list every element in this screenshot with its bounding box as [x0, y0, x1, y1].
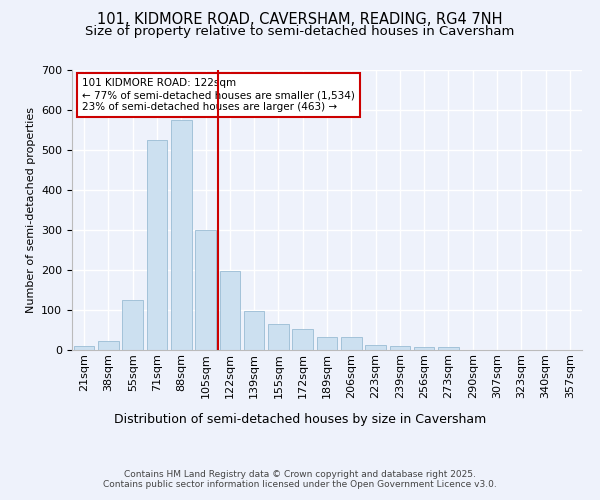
- Bar: [414, 347, 434, 350]
- Bar: [122, 300, 143, 350]
- Bar: [292, 329, 313, 350]
- Bar: [438, 347, 459, 350]
- Text: Contains HM Land Registry data © Crown copyright and database right 2025.
Contai: Contains HM Land Registry data © Crown c…: [103, 470, 497, 490]
- Bar: [389, 346, 410, 350]
- Text: 101, KIDMORE ROAD, CAVERSHAM, READING, RG4 7NH: 101, KIDMORE ROAD, CAVERSHAM, READING, R…: [97, 12, 503, 28]
- Y-axis label: Number of semi-detached properties: Number of semi-detached properties: [26, 107, 35, 313]
- Text: 101 KIDMORE ROAD: 122sqm
← 77% of semi-detached houses are smaller (1,534)
23% o: 101 KIDMORE ROAD: 122sqm ← 77% of semi-d…: [82, 78, 355, 112]
- Bar: [195, 230, 216, 350]
- Bar: [365, 345, 386, 350]
- Bar: [220, 271, 240, 350]
- Bar: [171, 120, 191, 350]
- Bar: [146, 140, 167, 350]
- Bar: [317, 337, 337, 350]
- Bar: [98, 341, 119, 350]
- Text: Size of property relative to semi-detached houses in Caversham: Size of property relative to semi-detach…: [85, 25, 515, 38]
- Text: Distribution of semi-detached houses by size in Caversham: Distribution of semi-detached houses by …: [114, 412, 486, 426]
- Bar: [244, 311, 265, 350]
- Bar: [341, 337, 362, 350]
- Bar: [74, 346, 94, 350]
- Bar: [268, 324, 289, 350]
